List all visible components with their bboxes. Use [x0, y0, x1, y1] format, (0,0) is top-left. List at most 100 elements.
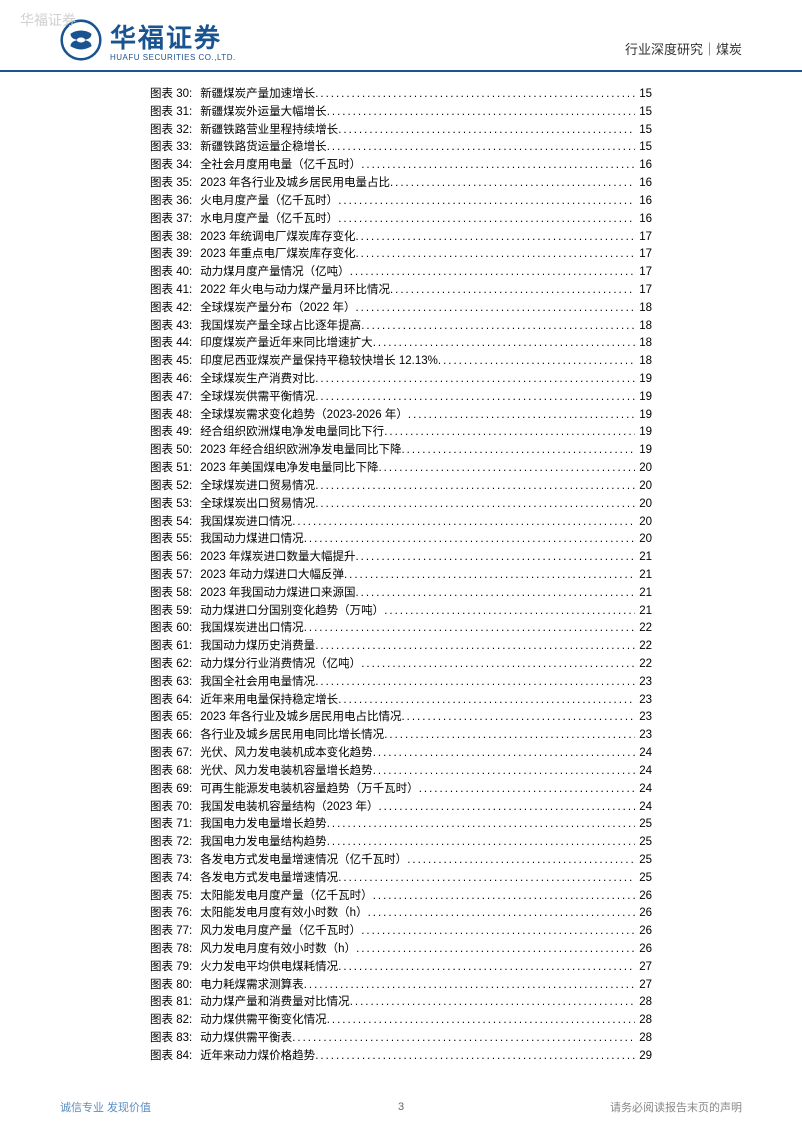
toc-label: 图表 61: — [150, 638, 200, 656]
toc-label: 图表 34: — [150, 157, 200, 175]
toc-entry: 图表 60:我国煤炭进出口情况22 — [150, 620, 652, 638]
toc-page-number: 15 — [635, 122, 652, 140]
toc-title: 全球煤炭进口贸易情况 — [200, 478, 315, 496]
toc-page-number: 21 — [635, 585, 652, 603]
toc-page-number: 25 — [635, 870, 652, 888]
toc-leader-dots — [361, 656, 635, 674]
toc-page-number: 19 — [635, 424, 652, 442]
toc-leader-dots — [327, 834, 636, 852]
watermark: 华福证券 — [20, 10, 76, 30]
toc-page-number: 19 — [635, 371, 652, 389]
toc-entry: 图表 46:全球煤炭生产消费对比19 — [150, 371, 652, 389]
toc-label: 图表 49: — [150, 424, 200, 442]
toc-entry: 图表 47:全球煤炭供需平衡情况19 — [150, 389, 652, 407]
toc-label: 图表 46: — [150, 371, 200, 389]
toc-label: 图表 42: — [150, 300, 200, 318]
toc-entry: 图表 70:我国发电装机容量结构（2023 年）24 — [150, 799, 652, 817]
toc-entry: 图表 53:全球煤炭出口贸易情况20 — [150, 496, 652, 514]
toc-label: 图表 38: — [150, 229, 200, 247]
toc-page-number: 21 — [635, 567, 652, 585]
toc-leader-dots — [378, 460, 635, 478]
toc-title: 新疆铁路货运量企稳增长 — [200, 139, 327, 157]
toc-label: 图表 56: — [150, 549, 200, 567]
toc-leader-dots — [373, 888, 636, 906]
toc-title: 印度尼西亚煤炭产量保持平稳较快增长 12.13% — [200, 353, 438, 371]
toc-page-number: 22 — [635, 656, 652, 674]
toc-title: 2023 年煤炭进口数量大幅提升 — [200, 549, 355, 567]
page-number: 3 — [398, 1101, 404, 1113]
toc-entry: 图表 52:全球煤炭进口贸易情况20 — [150, 478, 652, 496]
toc-entry: 图表 61:我国动力煤历史消费量22 — [150, 638, 652, 656]
toc-title: 电力耗煤需求测算表 — [200, 977, 304, 995]
toc-page-number: 18 — [635, 335, 652, 353]
toc-title: 近年来用电量保持稳定增长 — [200, 692, 338, 710]
toc-leader-dots — [384, 424, 635, 442]
toc-title: 我国煤炭进出口情况 — [200, 620, 304, 638]
toc-title: 动力煤分行业消费情况（亿吨） — [200, 656, 361, 674]
toc-title: 各发电方式发电量增速情况（亿千瓦时） — [200, 852, 407, 870]
toc-label: 图表 32: — [150, 122, 200, 140]
toc-label: 图表 75: — [150, 888, 200, 906]
toc-title: 火力发电平均供电煤耗情况 — [200, 959, 338, 977]
toc-entry: 图表 79:火力发电平均供电煤耗情况27 — [150, 959, 652, 977]
toc-label: 图表 76: — [150, 905, 200, 923]
toc-label: 图表 39: — [150, 246, 200, 264]
toc-label: 图表 50: — [150, 442, 200, 460]
toc-label: 图表 30: — [150, 86, 200, 104]
toc-leader-dots — [378, 799, 635, 817]
toc-page-number: 22 — [635, 620, 652, 638]
toc-entry: 图表 45:印度尼西亚煤炭产量保持平稳较快增长 12.13%18 — [150, 353, 652, 371]
toc-label: 图表 52: — [150, 478, 200, 496]
toc-page-number: 25 — [635, 852, 652, 870]
toc-title: 2023 年我国动力煤进口来源国 — [200, 585, 355, 603]
toc-title: 2023 年统调电厂煤炭库存变化 — [200, 229, 355, 247]
toc-page-number: 20 — [635, 496, 652, 514]
toc-leader-dots — [384, 727, 635, 745]
logo-name-en: HUAFU SECURITIES CO.,LTD. — [110, 53, 236, 62]
toc-label: 图表 64: — [150, 692, 200, 710]
toc-leader-dots — [327, 139, 636, 157]
toc-page-number: 20 — [635, 460, 652, 478]
toc-page-number: 17 — [635, 229, 652, 247]
toc-entry: 图表 69:可再生能源发电装机容量趋势（万千瓦时）24 — [150, 781, 652, 799]
toc-page-number: 23 — [635, 692, 652, 710]
toc-title: 2023 年动力煤进口大幅反弹 — [200, 567, 344, 585]
toc-leader-dots — [292, 1030, 635, 1048]
toc-label: 图表 62: — [150, 656, 200, 674]
toc-title: 经合组织欧洲煤电净发电量同比下行 — [200, 424, 384, 442]
toc-label: 图表 77: — [150, 923, 200, 941]
toc-leader-dots — [338, 692, 635, 710]
toc-page-number: 15 — [635, 139, 652, 157]
toc-leader-dots — [384, 603, 635, 621]
toc-title: 我国动力煤进口情况 — [200, 531, 304, 549]
toc-leader-dots — [355, 246, 635, 264]
toc-title: 动力煤产量和消费量对比情况 — [200, 994, 350, 1012]
toc-leader-dots — [419, 781, 636, 799]
toc-label: 图表 72: — [150, 834, 200, 852]
toc-label: 图表 36: — [150, 193, 200, 211]
toc-entry: 图表 40:动力煤月度产量情况（亿吨）17 — [150, 264, 652, 282]
toc-entry: 图表 48:全球煤炭需求变化趋势（2023-2026 年）19 — [150, 407, 652, 425]
toc-leader-dots — [338, 870, 635, 888]
toc-leader-dots — [401, 709, 635, 727]
toc-leader-dots — [304, 977, 636, 995]
toc-entry: 图表 78:风力发电月度有效小时数（h）26 — [150, 941, 652, 959]
toc-entry: 图表 49:经合组织欧洲煤电净发电量同比下行 19 — [150, 424, 652, 442]
toc-leader-dots — [355, 585, 635, 603]
toc-page-number: 23 — [635, 727, 652, 745]
toc-page-number: 17 — [635, 282, 652, 300]
toc-label: 图表 65: — [150, 709, 200, 727]
toc-leader-dots — [344, 567, 635, 585]
toc-label: 图表 41: — [150, 282, 200, 300]
toc-entry: 图表 31:新疆煤炭外运量大幅增长15 — [150, 104, 652, 122]
toc-title: 火电月度产量（亿千瓦时） — [200, 193, 338, 211]
toc-page-number: 24 — [635, 799, 652, 817]
toc-label: 图表 83: — [150, 1030, 200, 1048]
toc-label: 图表 58: — [150, 585, 200, 603]
toc-page-number: 26 — [635, 888, 652, 906]
toc-label: 图表 53: — [150, 496, 200, 514]
toc-entry: 图表 63:我国全社会用电量情况23 — [150, 674, 652, 692]
toc-leader-dots — [292, 514, 635, 532]
toc-page-number: 26 — [635, 905, 652, 923]
toc-title: 新疆煤炭外运量大幅增长 — [200, 104, 327, 122]
